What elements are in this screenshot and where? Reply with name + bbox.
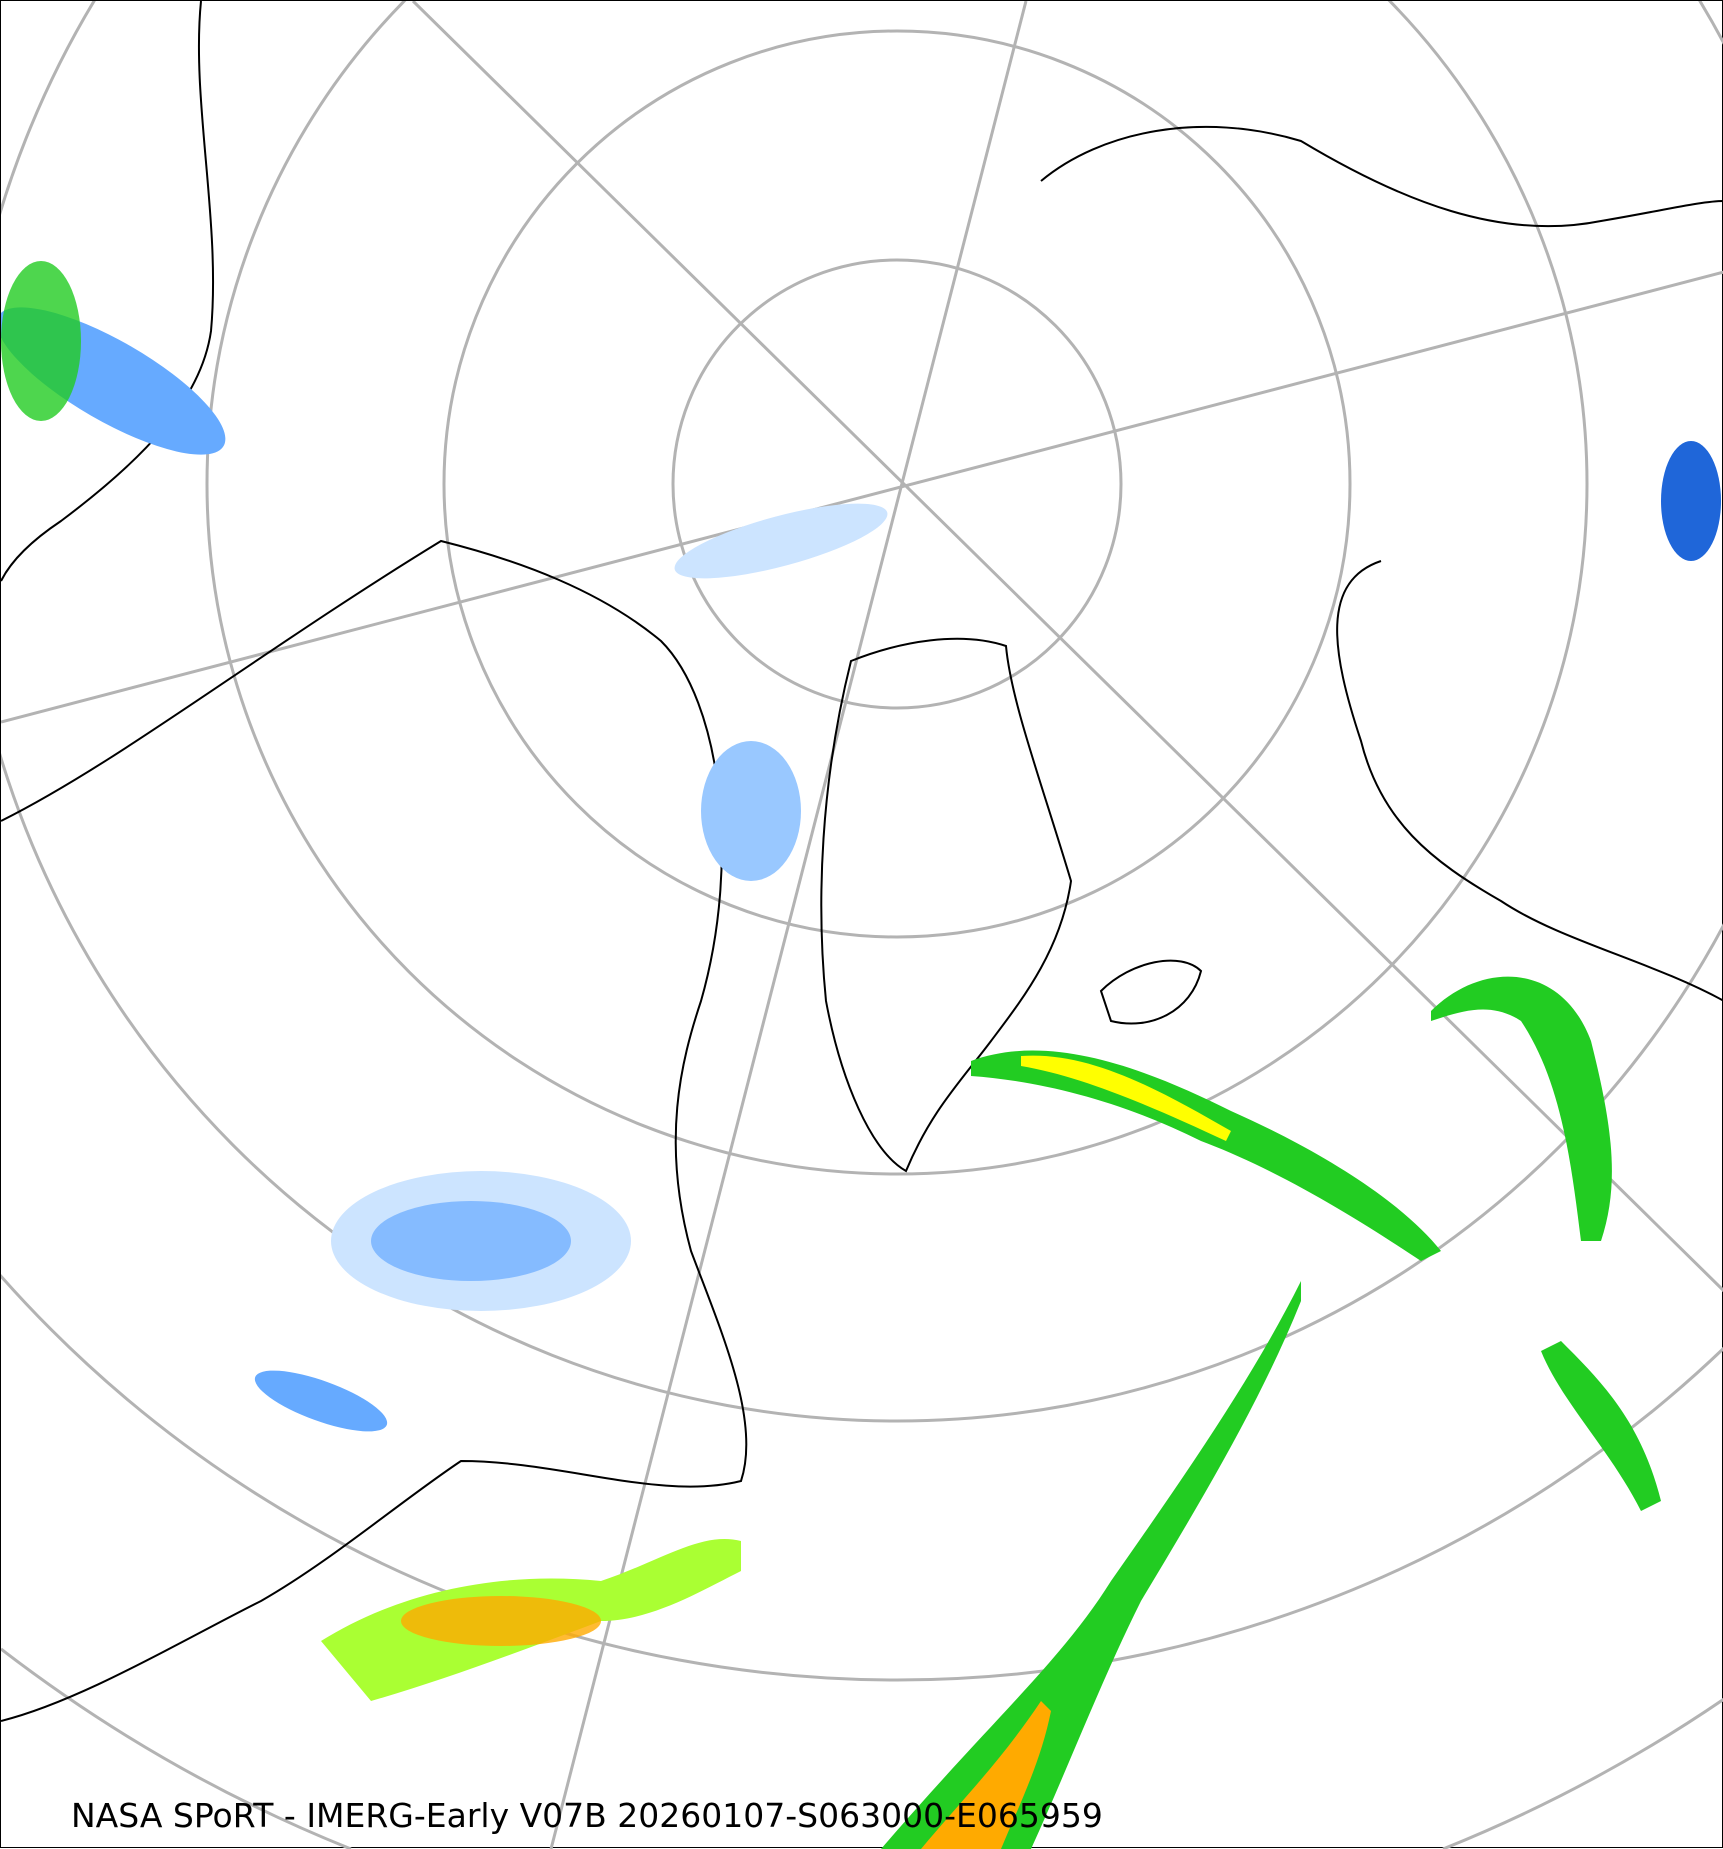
precip-light-snow bbox=[674, 503, 888, 579]
map-caption: NASA SPoRT - IMERG-Early V07B 20260107-S… bbox=[71, 1796, 1103, 1835]
precip-alaska bbox=[1, 261, 81, 421]
eurasia-outline bbox=[1040, 125, 1723, 1002]
precip-band-atlantic bbox=[971, 1050, 1441, 1261]
latitude-circle bbox=[442, 29, 1352, 939]
precip-europe bbox=[1541, 1341, 1661, 1511]
precip-band-atlantic-core bbox=[1021, 1055, 1231, 1141]
iceland-outline bbox=[1099, 959, 1203, 1025]
precip-hudson bbox=[371, 1201, 571, 1281]
latitude-arc bbox=[1, 1647, 352, 1849]
latitude-circle bbox=[671, 258, 1123, 710]
coastlines bbox=[1, 1, 1723, 1722]
latitude-circle bbox=[205, 1, 1589, 1176]
alaska-outline bbox=[1, 1, 215, 582]
north-america-outline bbox=[1, 539, 748, 1722]
precip-east-us-storm-core bbox=[401, 1596, 601, 1646]
meridian bbox=[1, 270, 1723, 724]
greenland-outline bbox=[820, 637, 1073, 1173]
meridian bbox=[549, 1, 1028, 1849]
precip-siberia bbox=[1661, 441, 1721, 561]
latitude-circle bbox=[1, 1273, 1723, 1682]
precip-great-lakes bbox=[254, 1370, 388, 1432]
latitude-circle bbox=[1, 1, 1723, 1423]
precip-band-north-atlantic-core bbox=[921, 1701, 1051, 1849]
latitude-arc bbox=[1442, 1697, 1723, 1849]
precip-band-norway bbox=[1431, 976, 1612, 1241]
precip-light-snow bbox=[701, 741, 801, 881]
meridian bbox=[411, 1, 1723, 1293]
precipitation bbox=[1, 261, 1721, 1849]
precip-band-north-atlantic bbox=[881, 1281, 1301, 1849]
